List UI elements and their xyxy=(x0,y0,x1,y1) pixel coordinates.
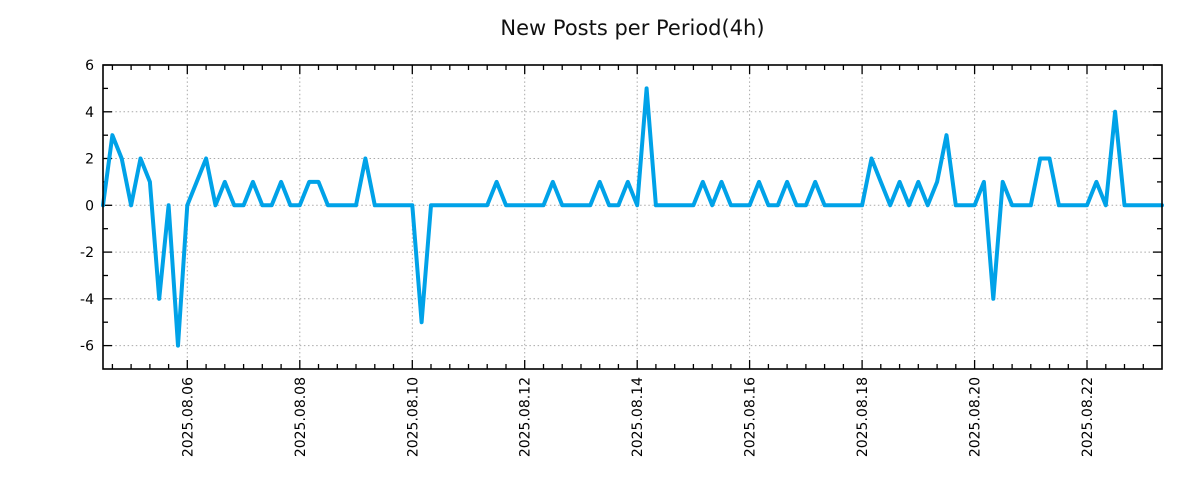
x-tick-label: 2025.08.18 xyxy=(855,377,871,457)
x-tick-label: 2025.08.14 xyxy=(630,377,646,457)
chart-title: New Posts per Period(4h) xyxy=(500,16,765,40)
x-tick-label: 2025.08.10 xyxy=(405,377,421,457)
x-tick-label: 2025.08.12 xyxy=(518,377,534,457)
x-tick-label: 2025.08.06 xyxy=(180,377,196,457)
x-tick-label: 2025.08.16 xyxy=(743,377,759,457)
y-tick-label: 0 xyxy=(85,198,94,214)
y-tick-label: 6 xyxy=(85,58,94,74)
y-tick-label: 2 xyxy=(85,152,94,168)
plot-border xyxy=(102,64,1163,370)
x-tick-label: 2025.08.08 xyxy=(293,377,309,457)
y-tick-label: -2 xyxy=(80,245,94,261)
y-tick-label: -4 xyxy=(80,292,94,308)
x-tick-label: 2025.08.20 xyxy=(968,377,984,457)
y-tick-label: 4 xyxy=(85,105,94,121)
series-line xyxy=(101,86,1164,348)
y-tick-label: -6 xyxy=(80,339,94,355)
x-tick-label: 2025.08.22 xyxy=(1080,377,1096,457)
